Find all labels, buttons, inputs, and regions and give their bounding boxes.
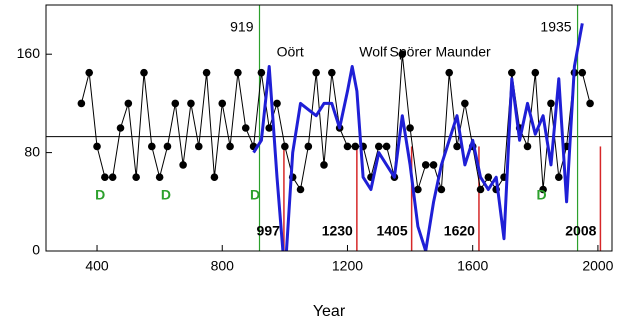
data-point <box>241 124 250 132</box>
annotation: Spörer Maunder <box>390 44 492 60</box>
data-point <box>414 185 422 194</box>
data-point <box>531 68 540 77</box>
d-label: D <box>95 187 105 203</box>
data-point <box>343 142 352 151</box>
data-point <box>148 142 156 151</box>
data-point <box>406 124 414 132</box>
data-point <box>554 173 563 181</box>
event-label: 1935 <box>540 19 571 35</box>
x-tick-label: 800 <box>211 258 235 274</box>
data-point <box>523 142 532 151</box>
series-line <box>252 23 584 251</box>
data-point <box>398 50 407 58</box>
y-tick-label: 160 <box>17 45 41 61</box>
data-point <box>351 142 360 151</box>
data-point <box>281 142 289 151</box>
data-point <box>101 173 109 181</box>
x-tick-label: 1600 <box>457 258 488 274</box>
data-point <box>124 99 133 108</box>
data-point <box>179 161 187 169</box>
data-point <box>132 173 140 181</box>
event-label: 1620 <box>444 223 475 239</box>
data-point <box>539 185 547 194</box>
data-point <box>108 173 117 181</box>
event-label: 919 <box>230 19 254 35</box>
data-point <box>484 173 493 181</box>
plot-frame <box>45 4 613 252</box>
data-point <box>171 99 180 108</box>
event-label: 1405 <box>376 223 407 239</box>
data-point <box>265 124 274 132</box>
data-point <box>273 99 281 108</box>
data-point <box>234 68 242 77</box>
x-tick-label: 400 <box>85 258 109 274</box>
data-point <box>140 68 148 77</box>
data-point <box>453 142 461 151</box>
d-label: D <box>250 187 260 203</box>
data-point <box>296 185 305 194</box>
data-point <box>312 68 320 77</box>
data-point <box>374 142 383 151</box>
data-point <box>586 99 594 108</box>
series-line <box>80 53 591 190</box>
data-point <box>194 142 203 151</box>
data-point <box>155 173 164 181</box>
data-point <box>578 68 587 77</box>
plot-area <box>46 5 612 251</box>
data-point <box>218 99 227 108</box>
data-point <box>202 68 211 77</box>
data-point <box>77 99 86 108</box>
data-point <box>187 99 195 108</box>
d-label: D <box>161 187 171 203</box>
data-point <box>429 161 438 169</box>
data-point <box>163 142 172 151</box>
data-point <box>461 99 469 108</box>
data-point <box>382 142 391 151</box>
x-tick-label: 2000 <box>582 258 613 274</box>
data-point <box>421 161 430 169</box>
data-point <box>320 161 328 169</box>
data-point <box>226 142 234 151</box>
annotation: Oört <box>277 44 304 60</box>
annotation: Wolf <box>359 44 387 60</box>
data-point <box>257 68 266 77</box>
data-point <box>304 142 313 151</box>
data-point <box>85 68 94 77</box>
x-tick-label: 1200 <box>332 258 363 274</box>
data-point <box>328 68 336 77</box>
data-point <box>508 68 516 77</box>
data-point <box>116 124 125 132</box>
data-point <box>476 185 485 194</box>
d-label: D <box>537 187 547 203</box>
x-axis-label: Year <box>313 303 346 320</box>
data-point <box>437 185 446 194</box>
event-label: 997 <box>257 223 281 239</box>
y-tick-label: 0 <box>32 242 40 258</box>
data-point <box>445 68 454 77</box>
event-label: 2008 <box>565 223 596 239</box>
event-label: 1230 <box>322 223 353 239</box>
data-point <box>210 173 219 181</box>
data-point <box>547 99 555 108</box>
y-tick-label: 80 <box>24 143 40 159</box>
data-point <box>93 142 101 151</box>
